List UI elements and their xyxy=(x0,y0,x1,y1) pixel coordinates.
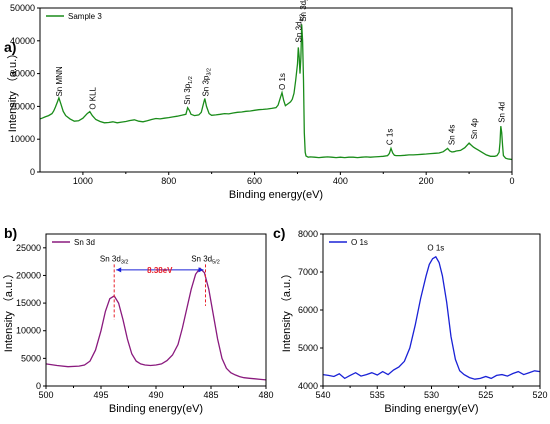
x-tick-label: 535 xyxy=(370,390,385,400)
x-tick-label: 495 xyxy=(93,390,108,400)
y-tick-label: 4000 xyxy=(298,381,318,391)
x-tick-label: 540 xyxy=(315,390,330,400)
x-tick-label: 525 xyxy=(478,390,493,400)
series-line-a-0 xyxy=(39,24,513,161)
x-axis-title: Binding energy(eV) xyxy=(384,403,478,415)
x-tick-label: 485 xyxy=(203,390,218,400)
y-tick-label: 25000 xyxy=(16,243,41,253)
y-tick-label: 40000 xyxy=(10,36,35,46)
peak-label: C 1s xyxy=(386,129,395,145)
y-axis-title: Intensity （a.u.） xyxy=(6,48,19,132)
y-tick-label: 0 xyxy=(36,381,41,391)
x-tick-label: 490 xyxy=(148,390,163,400)
peak-label: Sn 4p xyxy=(470,118,479,139)
panel-label: a) xyxy=(4,39,16,55)
panel-label: b) xyxy=(4,225,17,241)
y-tick-label: 8000 xyxy=(298,229,318,239)
y-tick-label: 5000 xyxy=(21,353,41,363)
legend-label: O 1s xyxy=(351,238,368,247)
x-tick-label: 800 xyxy=(161,176,176,186)
peak-label: Sn 3d3/2 xyxy=(100,255,129,266)
series-line-b-0 xyxy=(45,267,267,381)
peak-label: Sn 4d xyxy=(498,102,507,123)
y-tick-label: 30000 xyxy=(10,69,35,79)
peak-label: Sn 4s xyxy=(447,125,456,145)
y-axis-title: Intensity （a.u.） xyxy=(2,268,15,352)
x-tick-label: 200 xyxy=(419,176,434,186)
y-tick-label: 10000 xyxy=(10,134,35,144)
peak-label: O 1s xyxy=(427,244,444,253)
peak-label: Sn 3d3/2 xyxy=(295,14,306,43)
x-tick-label: 500 xyxy=(38,390,53,400)
peak-label: O 1s xyxy=(278,73,287,90)
plot-frame xyxy=(45,233,267,387)
peak-label: Sn 3p1/2 xyxy=(183,76,194,105)
x-tick-label: 400 xyxy=(333,176,348,186)
arrowhead-left xyxy=(116,267,122,273)
y-tick-label: 5000 xyxy=(298,343,318,353)
peak-label: Sn 3p3/2 xyxy=(202,68,213,97)
chart-panel-b: b) 500 495 490 485 480 0 5000 10000 15000 20000 250… xyxy=(2,225,274,415)
peak-label: O KLL xyxy=(88,86,97,109)
y-tick-label: 20000 xyxy=(10,101,35,111)
panel-label: c) xyxy=(273,225,285,241)
y-tick-label: 6000 xyxy=(298,305,318,315)
y-tick-label: 0 xyxy=(30,167,35,177)
peak-label: Sn 3d5/2 xyxy=(191,255,220,266)
y-tick-label: 10000 xyxy=(16,326,41,336)
series-line-c-0 xyxy=(322,255,541,380)
plot-frame xyxy=(39,7,513,173)
x-tick-label: 0 xyxy=(509,176,514,186)
arrowhead-right xyxy=(198,267,204,273)
peak-label: Sn MNN xyxy=(55,66,64,96)
x-axis-title: Binding energy(eV) xyxy=(109,403,203,415)
y-tick-label: 20000 xyxy=(16,270,41,280)
y-axis-title: Intensity （a.u.） xyxy=(280,268,293,352)
x-tick-label: 520 xyxy=(532,390,547,400)
chart-panel-a: a)1000 800 600 400 200 0010000200003000040000… xyxy=(4,0,515,201)
x-axis-title: Binding energy(eV) xyxy=(229,189,323,201)
legend-label: Sn 3d xyxy=(74,238,95,247)
x-tick-label: 600 xyxy=(247,176,262,186)
y-tick-label: 7000 xyxy=(298,267,318,277)
x-tick-label: 530 xyxy=(424,390,439,400)
plot-frame xyxy=(322,233,541,387)
legend-label: Sample 3 xyxy=(68,12,102,21)
separation-label: 8.38eV xyxy=(147,266,173,275)
y-tick-label: 15000 xyxy=(16,298,41,308)
peak-label: Sn 3d5/2 xyxy=(299,0,310,22)
y-tick-label: 50000 xyxy=(10,3,35,13)
x-tick-label: 1000 xyxy=(73,176,93,186)
x-tick-label: 480 xyxy=(258,390,273,400)
chart-panel-c: c) 540 535 530 525 520 4000 5000 6000 7000 8000 Bin… xyxy=(273,225,548,415)
